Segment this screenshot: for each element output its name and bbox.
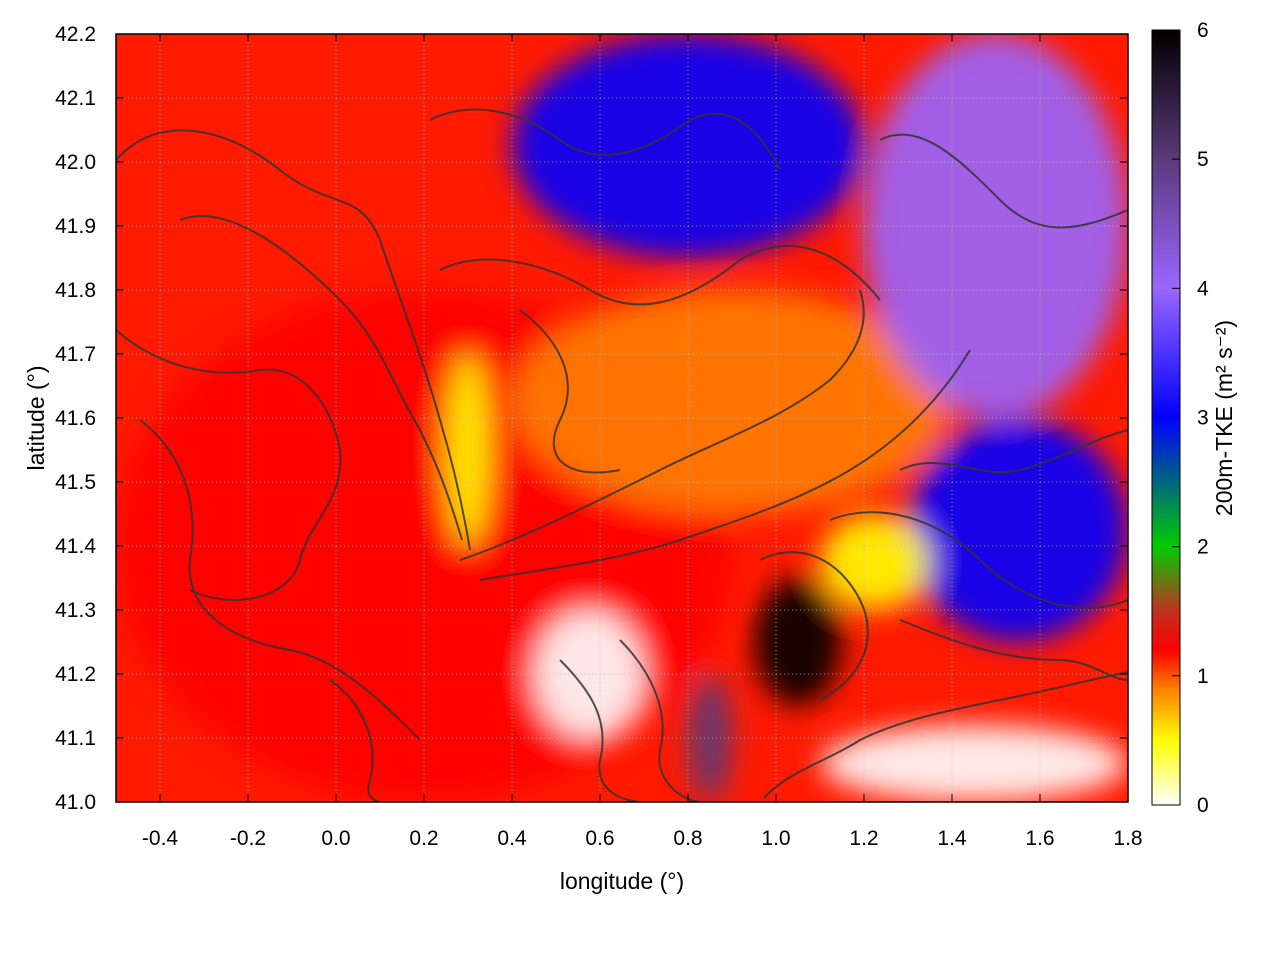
contour-line	[559, 659, 641, 802]
x-tick-label: 1.6	[1025, 827, 1054, 850]
contour-line	[439, 245, 881, 306]
y-tick-label: 41.8	[55, 279, 96, 302]
contour-line	[519, 309, 621, 474]
y-tick-label: 41.9	[55, 215, 96, 238]
colorbar-ticks: 0 1 2 3 4 5 6	[1172, 19, 1209, 817]
x-tick-label: 0.0	[321, 827, 350, 850]
contour-line	[619, 639, 701, 802]
contour-line	[829, 511, 1128, 609]
contour-line	[479, 349, 971, 581]
y-tick-label: 42.0	[55, 151, 96, 174]
y-tick-label: 41.0	[55, 791, 96, 814]
y-tick-label: 42.1	[55, 87, 96, 110]
x-axis-title: longitude (°)	[560, 868, 684, 894]
contour-line	[179, 215, 463, 541]
x-tick-label: 0.6	[585, 827, 614, 850]
y-tick-label: 41.5	[55, 471, 96, 494]
heat-region	[820, 725, 1128, 802]
y-tick-label: 41.7	[55, 343, 96, 366]
contour-line	[899, 429, 1128, 474]
colorbar-tick-label: 2	[1197, 536, 1209, 559]
heat-region	[446, 354, 490, 546]
heat-region	[908, 418, 1128, 642]
x-tick-label: -0.2	[230, 827, 266, 850]
y-tick-label: 41.2	[55, 663, 96, 686]
x-tick-label: 1.4	[937, 827, 967, 850]
colorbar-label: 200m-TKE (m² s⁻²)	[1211, 320, 1237, 516]
y-tick-label: 42.2	[55, 23, 96, 46]
x-tick-label: 1.0	[761, 827, 790, 850]
heat-region	[820, 514, 930, 610]
colorbar-tick-label: 4	[1197, 277, 1209, 300]
y-tick-label: 41.3	[55, 599, 96, 622]
heat-region	[754, 578, 842, 706]
colorbar-tick-label: 0	[1197, 794, 1209, 817]
contour-line	[899, 619, 1128, 681]
colorbar-tick-label: 3	[1197, 407, 1209, 430]
contour-line	[763, 671, 1128, 799]
colorbar: 0 1 2 3 4 5 6 200m-TKE (m² s⁻²)	[1151, 19, 1237, 817]
contour-line	[116, 329, 342, 601]
contour-line	[459, 289, 865, 561]
x-tick-label: 1.8	[1113, 827, 1142, 850]
y-tick-label: 41.4	[55, 535, 96, 558]
grid-lines	[116, 34, 1128, 802]
contour-line	[116, 129, 471, 551]
x-axis: -0.4 -0.2 0.0 0.2 0.4 0.6 0.8 1.0 1.2 1.4 1.6 1.8	[142, 34, 1143, 850]
heat-region	[688, 674, 732, 802]
contour-line	[329, 679, 381, 802]
x-tick-label: 0.4	[497, 827, 527, 850]
y-tick-label: 41.6	[55, 407, 96, 430]
x-tick-label: 1.2	[849, 827, 878, 850]
plot-area	[115, 33, 1129, 803]
x-tick-label: -0.4	[142, 827, 179, 850]
topography-contours	[116, 108, 1128, 802]
y-axis: 41.0 41.1 41.2 41.3 41.4 41.5 41.6 41.7 41.8 41.9…	[55, 23, 1128, 814]
colorbar-tick-label: 6	[1197, 19, 1209, 42]
contour-line	[429, 108, 781, 171]
x-tick-label: 0.2	[409, 827, 438, 850]
colorbar-tick-label: 1	[1197, 665, 1209, 688]
y-tick-label: 41.1	[55, 727, 96, 750]
contour-line	[759, 551, 869, 701]
contour-line	[139, 419, 421, 741]
contour-line	[879, 133, 1128, 229]
y-axis-title: latitude (°)	[23, 365, 49, 470]
colorbar-tick-label: 5	[1197, 148, 1209, 171]
x-tick-label: 0.8	[673, 827, 702, 850]
heat-region	[512, 290, 952, 514]
